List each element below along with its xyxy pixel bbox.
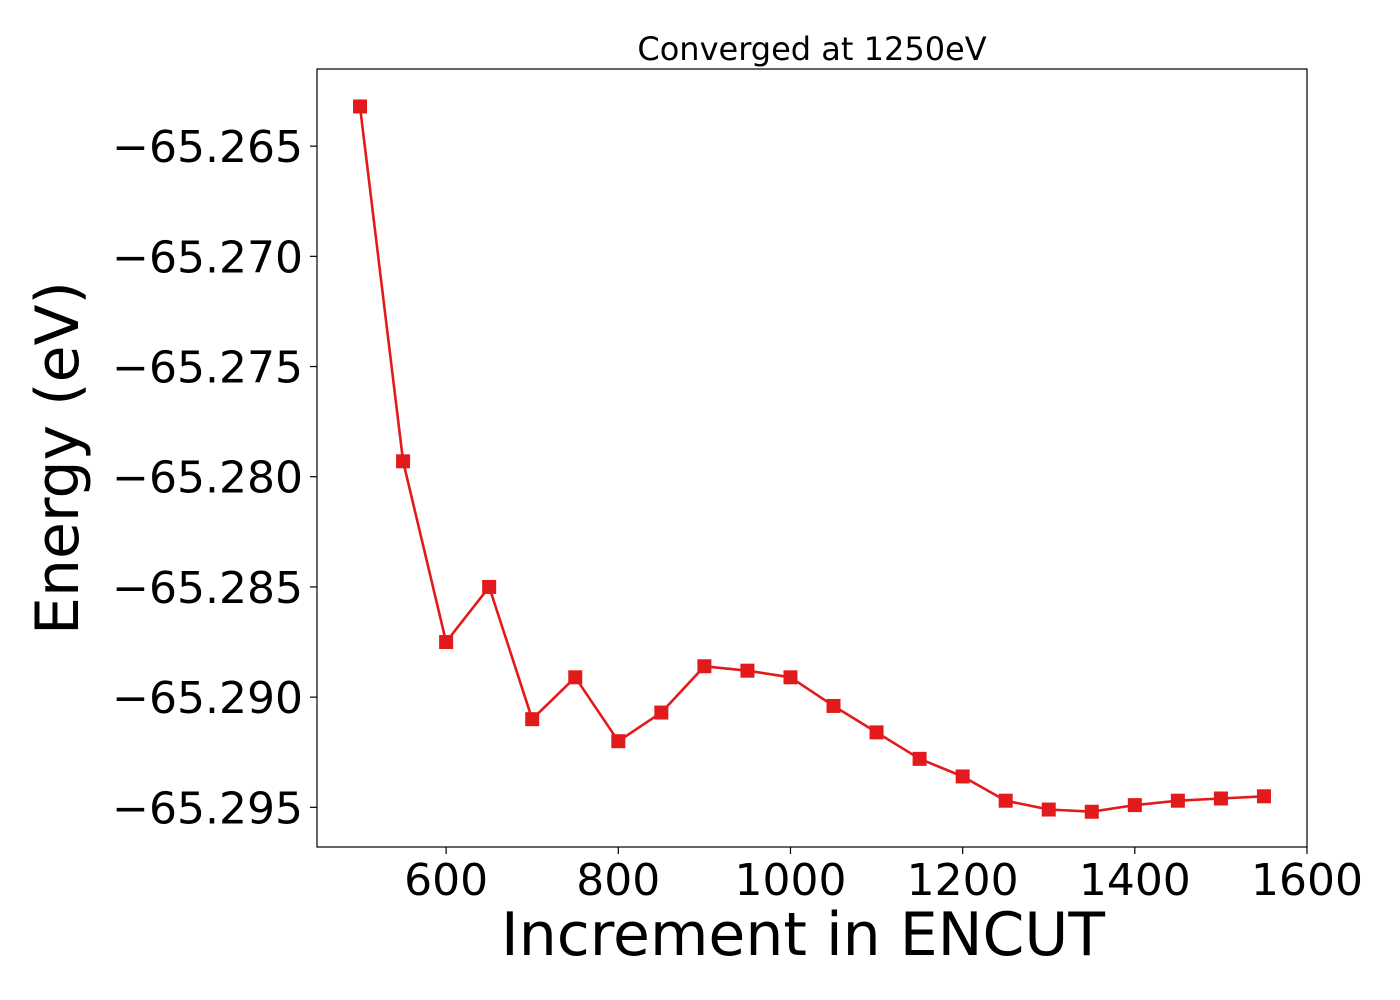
x-tick-label: 1200 — [907, 855, 1019, 906]
x-tick-label: 600 — [404, 855, 488, 906]
y-tick-label: −65.290 — [112, 673, 303, 724]
x-tick-label: 1000 — [734, 855, 846, 906]
data-point-marker — [611, 734, 626, 749]
data-point-marker — [654, 705, 669, 720]
y-tick-label: −65.275 — [112, 343, 303, 394]
x-axis: 600 800 1000 1200 1400 1600 — [404, 847, 1363, 906]
data-point-marker — [568, 670, 583, 685]
data-point-marker — [1041, 802, 1056, 817]
y-tick-label: −65.295 — [112, 783, 303, 834]
data-point-marker — [826, 698, 841, 713]
x-tick-label: 1400 — [1079, 855, 1191, 906]
data-point-marker — [1170, 793, 1185, 808]
data-point-marker — [525, 712, 540, 727]
y-axis: −65.265 −65.270 −65.275 −65.280 −65.285 −65.2… — [112, 122, 317, 834]
series-line — [358, 106, 1265, 814]
data-point-marker — [998, 793, 1013, 808]
y-tick-label: −65.280 — [112, 453, 303, 504]
data-point-marker — [912, 751, 927, 766]
data-point-marker — [1213, 791, 1228, 806]
data-point-marker — [1084, 804, 1099, 819]
plot-area — [316, 68, 1308, 848]
data-point-marker — [955, 769, 970, 784]
x-axis-label: Increment in ENCUT — [501, 900, 1105, 970]
data-point-marker — [482, 579, 497, 594]
y-axis-label: Energy (eV) — [23, 281, 93, 635]
data-point-marker — [353, 99, 368, 114]
y-tick-label: −65.265 — [112, 122, 303, 173]
x-tick-label: 800 — [576, 855, 660, 906]
y-tick-label: −65.285 — [112, 563, 303, 614]
data-point-marker — [783, 670, 798, 685]
data-point-marker — [1256, 789, 1271, 804]
data-point-marker — [740, 663, 755, 678]
data-point-marker — [439, 635, 454, 650]
y-tick-label: −65.270 — [112, 232, 303, 283]
series — [353, 99, 1271, 819]
x-tick-label: 1600 — [1251, 855, 1363, 906]
data-point-marker — [396, 454, 411, 469]
data-point-marker — [697, 659, 712, 674]
chart-title: Converged at 1250eV — [637, 30, 986, 68]
data-point-marker — [869, 725, 884, 740]
data-point-marker — [1127, 798, 1142, 813]
